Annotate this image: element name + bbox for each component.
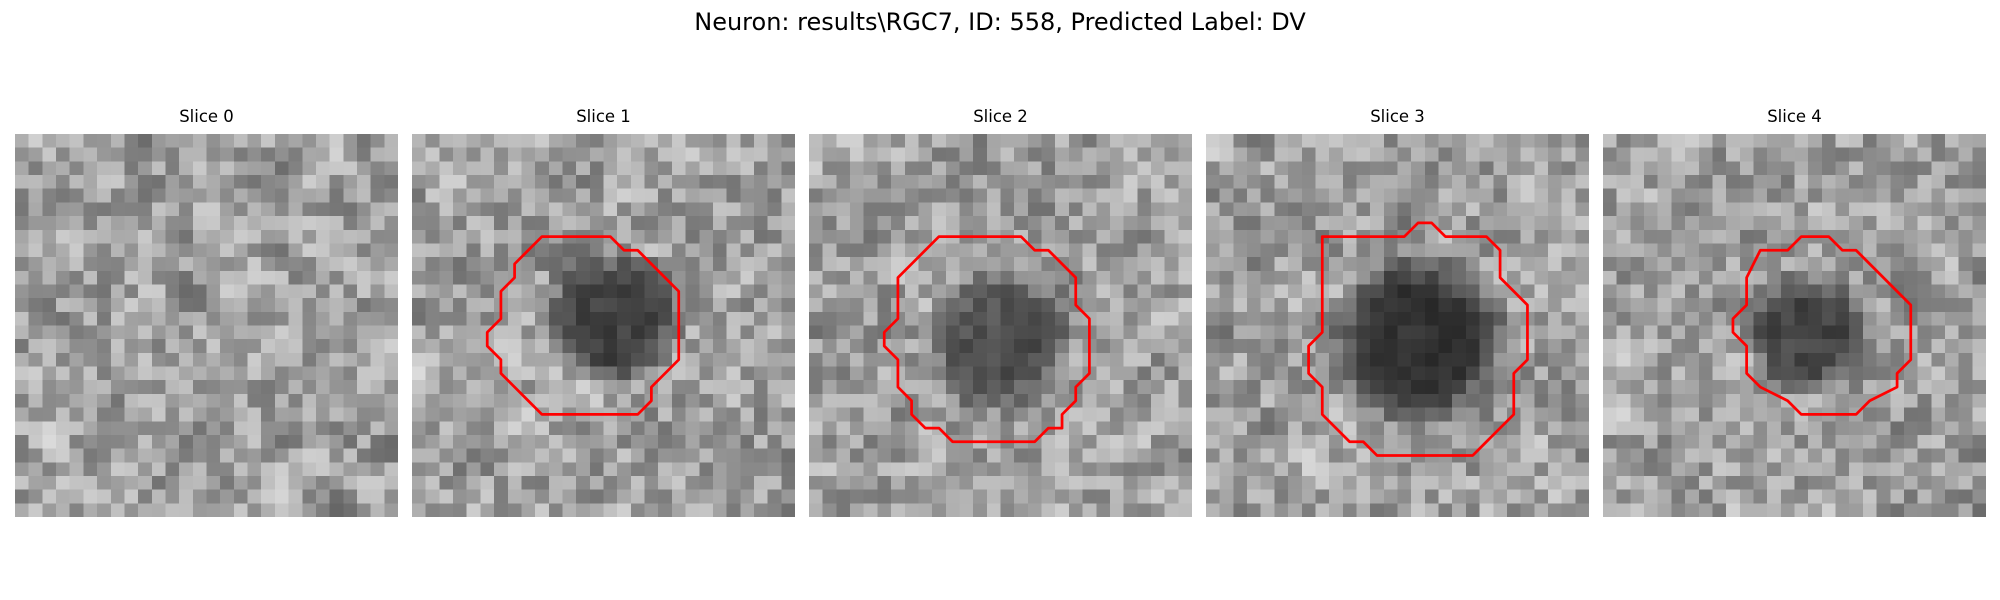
slice-image xyxy=(1206,134,1589,517)
slice-panel-4: Slice 4 xyxy=(1603,106,1986,517)
grayscale-slice-image xyxy=(412,134,795,517)
grayscale-slice-image xyxy=(1603,134,1986,517)
mask-overlay xyxy=(1731,235,1913,416)
slice-image xyxy=(1603,134,1986,517)
mask-contour xyxy=(1731,235,1913,416)
slice-panel-1: Slice 1 xyxy=(412,106,795,517)
slice-panel-2: Slice 2 xyxy=(809,106,1192,517)
grayscale-slice-image xyxy=(809,134,1192,517)
slice-panel-3: Slice 3 xyxy=(1206,106,1589,517)
figure-title: Neuron: results\RGC7, ID: 558, Predicted… xyxy=(694,8,1306,36)
mask-overlay xyxy=(15,134,398,517)
slice-title: Slice 2 xyxy=(973,107,1028,126)
mask-contour xyxy=(1307,221,1529,457)
grayscale-slice-image xyxy=(1206,134,1589,517)
slice-image xyxy=(412,134,795,517)
slice-title: Slice 4 xyxy=(1767,107,1822,126)
slice-title: Slice 0 xyxy=(179,107,234,126)
mask-contour xyxy=(485,235,681,416)
mask-overlay xyxy=(1307,221,1529,457)
mask-overlay xyxy=(485,235,681,416)
slice-title: Slice 1 xyxy=(576,107,631,126)
slice-image xyxy=(809,134,1192,517)
slice-panel-0: Slice 0 xyxy=(15,106,398,517)
grayscale-slice-image xyxy=(15,134,398,517)
mask-overlay xyxy=(882,235,1091,444)
slice-title: Slice 3 xyxy=(1370,107,1425,126)
mask-contour xyxy=(882,235,1091,444)
slice-image xyxy=(15,134,398,517)
